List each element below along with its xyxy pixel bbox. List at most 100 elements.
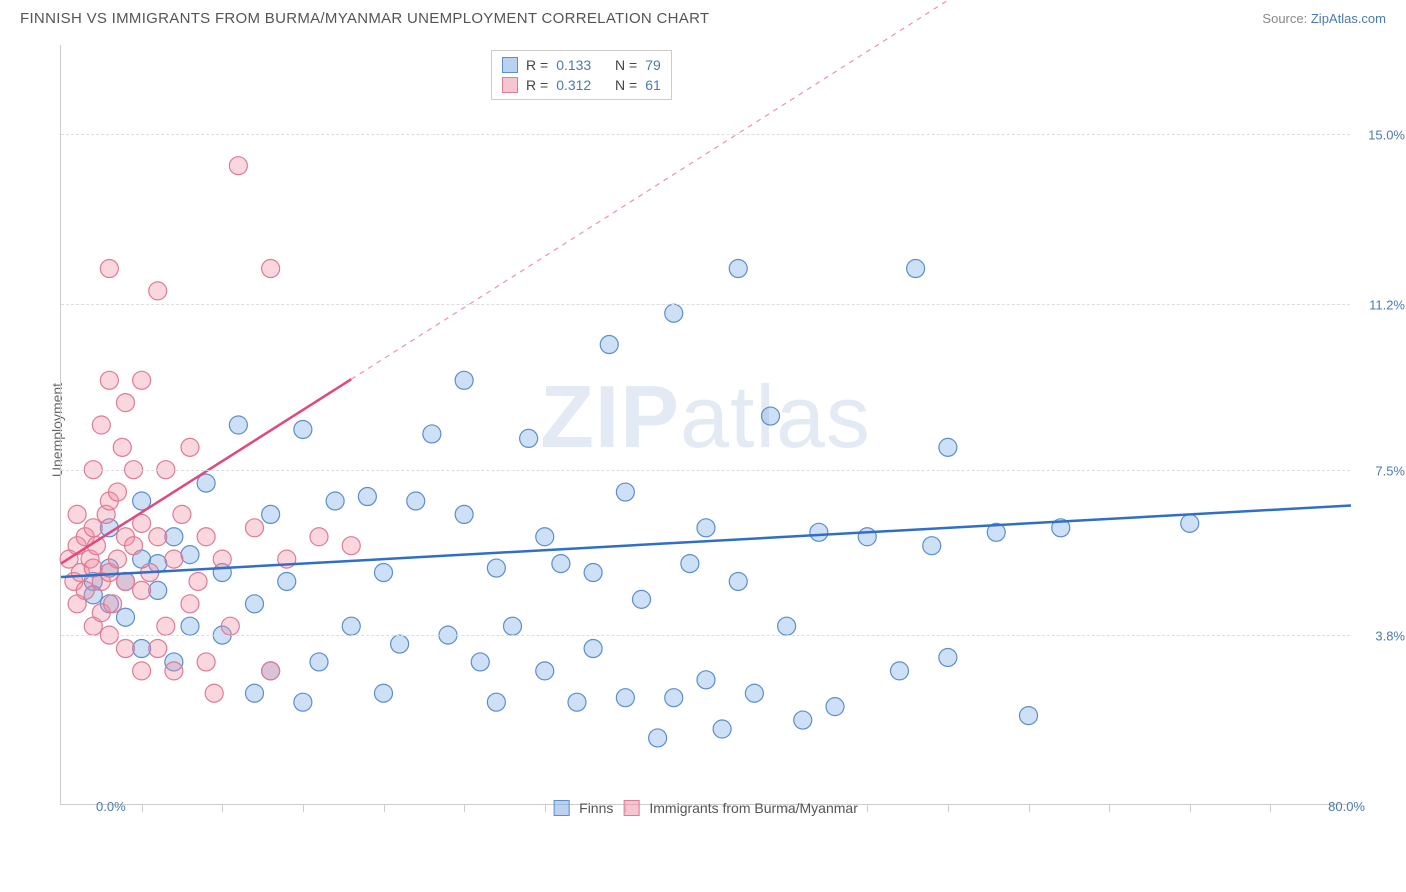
scatter-point <box>246 684 264 702</box>
scatter-point <box>246 595 264 613</box>
scatter-point <box>536 528 554 546</box>
scatter-point <box>826 698 844 716</box>
scatter-point <box>108 483 126 501</box>
x-tick <box>464 804 465 812</box>
scatter-point <box>745 684 763 702</box>
scatter-point <box>181 438 199 456</box>
scatter-point <box>262 505 280 523</box>
source-label: Source: <box>1262 11 1307 26</box>
scatter-point <box>342 537 360 555</box>
swatch-pink-icon <box>623 800 639 816</box>
scatter-point <box>681 555 699 573</box>
scatter-point <box>713 720 731 738</box>
scatter-point <box>697 519 715 537</box>
scatter-point <box>165 550 183 568</box>
scatter-point <box>487 559 505 577</box>
scatter-point <box>104 595 122 613</box>
y-tick-label: 7.5% <box>1375 463 1405 478</box>
x-tick <box>142 804 143 812</box>
scatter-point <box>794 711 812 729</box>
scatter-point <box>84 519 102 537</box>
scatter-point <box>633 590 651 608</box>
n-label: N = <box>615 77 637 93</box>
scatter-point <box>762 407 780 425</box>
scatter-point <box>100 260 118 278</box>
scatter-point <box>423 425 441 443</box>
scatter-point <box>117 640 135 658</box>
scatter-point <box>342 617 360 635</box>
legend-stats-row-2: R = 0.312 N = 61 <box>502 75 661 95</box>
x-axis-max-label: 80.0% <box>1328 799 1365 814</box>
scatter-point <box>616 483 634 501</box>
n-label: N = <box>615 57 637 73</box>
scatter-point <box>294 420 312 438</box>
swatch-blue-icon <box>502 57 518 73</box>
x-axis-min-label: 0.0% <box>96 799 126 814</box>
scatter-point <box>778 617 796 635</box>
scatter-point <box>197 653 215 671</box>
scatter-point <box>729 572 747 590</box>
scatter-point <box>375 684 393 702</box>
gridline: 15.0% <box>61 134 1350 135</box>
scatter-point <box>616 689 634 707</box>
chart-title: FINNISH VS IMMIGRANTS FROM BURMA/MYANMAR… <box>20 10 709 27</box>
scatter-point <box>471 653 489 671</box>
gridline: 3.8% <box>61 635 1350 636</box>
legend-stats-row-1: R = 0.133 N = 79 <box>502 55 661 75</box>
scatter-plot-svg <box>61 45 1350 804</box>
scatter-point <box>262 662 280 680</box>
scatter-point <box>697 671 715 689</box>
scatter-point <box>262 260 280 278</box>
scatter-point <box>810 523 828 541</box>
scatter-point <box>149 581 167 599</box>
scatter-point <box>117 394 135 412</box>
scatter-point <box>649 729 667 747</box>
x-tick <box>948 804 949 812</box>
gridline: 7.5% <box>61 470 1350 471</box>
scatter-point <box>113 438 131 456</box>
scatter-point <box>358 488 376 506</box>
scatter-point <box>149 528 167 546</box>
x-tick <box>303 804 304 812</box>
scatter-point <box>181 617 199 635</box>
n-value-blue: 79 <box>645 57 661 73</box>
scatter-point <box>487 693 505 711</box>
source-link[interactable]: ZipAtlas.com <box>1311 11 1386 26</box>
x-tick <box>222 804 223 812</box>
r-label: R = <box>526 77 548 93</box>
scatter-point <box>407 492 425 510</box>
scatter-point <box>229 157 247 175</box>
scatter-point <box>504 617 522 635</box>
scatter-point <box>310 653 328 671</box>
scatter-point <box>133 640 151 658</box>
scatter-point <box>520 429 538 447</box>
scatter-point <box>326 492 344 510</box>
plot-area: ZIPatlas R = 0.133 N = 79 R = 0.312 N = … <box>60 45 1350 805</box>
scatter-point <box>665 304 683 322</box>
scatter-point <box>125 537 143 555</box>
scatter-point <box>907 260 925 278</box>
scatter-point <box>149 640 167 658</box>
scatter-point <box>157 617 175 635</box>
legend-series: Finns Immigrants from Burma/Myanmar <box>553 800 858 816</box>
x-tick <box>1109 804 1110 812</box>
scatter-point <box>181 595 199 613</box>
scatter-point <box>68 505 86 523</box>
scatter-point <box>205 684 223 702</box>
source-attribution: Source: ZipAtlas.com <box>1262 11 1386 26</box>
scatter-point <box>165 662 183 680</box>
legend-label-immigrants: Immigrants from Burma/Myanmar <box>649 800 857 816</box>
trend-line <box>61 505 1351 577</box>
scatter-point <box>165 528 183 546</box>
n-value-pink: 61 <box>645 77 661 93</box>
scatter-point <box>568 693 586 711</box>
y-tick-label: 11.2% <box>1369 298 1405 313</box>
scatter-point <box>100 371 118 389</box>
scatter-point <box>939 438 957 456</box>
scatter-point <box>552 555 570 573</box>
scatter-point <box>133 662 151 680</box>
scatter-point <box>173 505 191 523</box>
scatter-point <box>665 689 683 707</box>
r-value-pink: 0.312 <box>556 77 591 93</box>
scatter-point <box>229 416 247 434</box>
